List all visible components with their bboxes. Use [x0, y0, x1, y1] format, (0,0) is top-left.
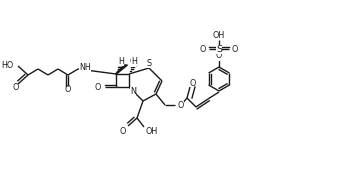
Text: S: S	[216, 45, 222, 54]
Text: NH: NH	[79, 64, 91, 72]
Text: O: O	[95, 83, 101, 91]
Text: H: H	[118, 57, 124, 66]
Text: O: O	[200, 45, 206, 54]
Text: O: O	[190, 79, 196, 88]
Text: O: O	[216, 52, 222, 61]
Text: O: O	[120, 127, 126, 136]
Text: O: O	[130, 57, 136, 67]
Text: H: H	[131, 57, 137, 66]
Polygon shape	[116, 65, 127, 74]
Text: O: O	[13, 83, 19, 93]
Text: O: O	[232, 45, 238, 54]
Text: S: S	[146, 59, 151, 67]
Text: OH: OH	[213, 32, 225, 40]
Text: HO: HO	[1, 61, 13, 69]
Text: O: O	[178, 100, 184, 110]
Text: N: N	[130, 86, 136, 96]
Text: O: O	[65, 86, 71, 95]
Text: OH: OH	[145, 127, 157, 136]
Text: N: N	[130, 86, 136, 96]
